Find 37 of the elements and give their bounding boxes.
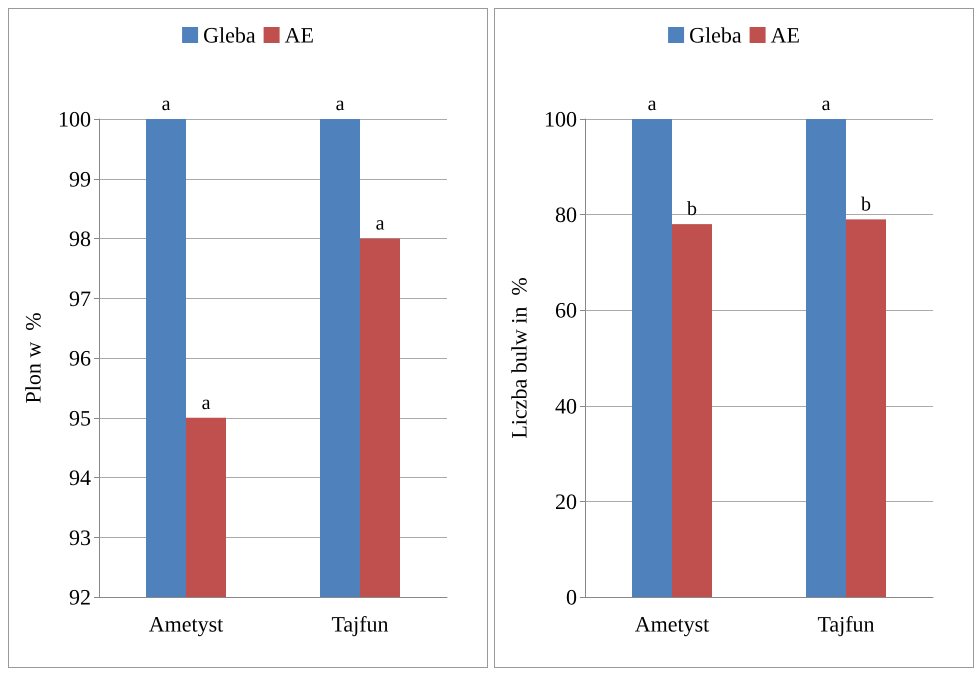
y-tick-label: 96 [69,346,91,370]
x-tick-label: Ametyst [634,612,710,636]
annotation: b [861,193,871,216]
y-tick-label: 60 [555,298,577,323]
legend-label: AE [284,22,314,48]
x-tick-label: Tajfun [817,612,875,636]
annotation: a [202,392,211,414]
x-tick-label: Tajfun [331,612,389,636]
bar [806,119,846,597]
annotation: a [336,93,345,115]
y-tick-label: 0 [566,584,577,610]
y-tick-label: 93 [69,524,91,550]
legend-label: Gleba [203,22,256,48]
y-tick-label: 92 [69,584,91,610]
annotation: a [822,93,831,115]
y-tick-label: 94 [69,465,91,490]
y-tick-label: 40 [555,393,577,418]
annotation: a [648,93,657,115]
y-tick-label: 80 [555,202,577,228]
y-tick-label: 99 [69,166,91,192]
bar [846,219,886,597]
bar [632,119,672,597]
y-tick-label: 100 [58,106,91,132]
y-axis-title: Liczba bulw in % [506,277,532,439]
legend-label: AE [770,22,800,48]
y-axis-title: Plon w % [20,312,46,404]
y-tick-label: 20 [555,488,577,514]
bar [672,224,712,597]
annotation: b [687,198,697,220]
legend-label: Gleba [689,22,742,48]
y-tick-label: 95 [69,405,91,430]
x-tick-label: Ametyst [148,612,224,636]
y-tick-label: 100 [544,106,577,132]
annotation: a [376,212,385,234]
annotation: a [162,93,171,115]
y-tick-label: 97 [69,286,91,311]
y-tick-label: 98 [69,226,91,251]
